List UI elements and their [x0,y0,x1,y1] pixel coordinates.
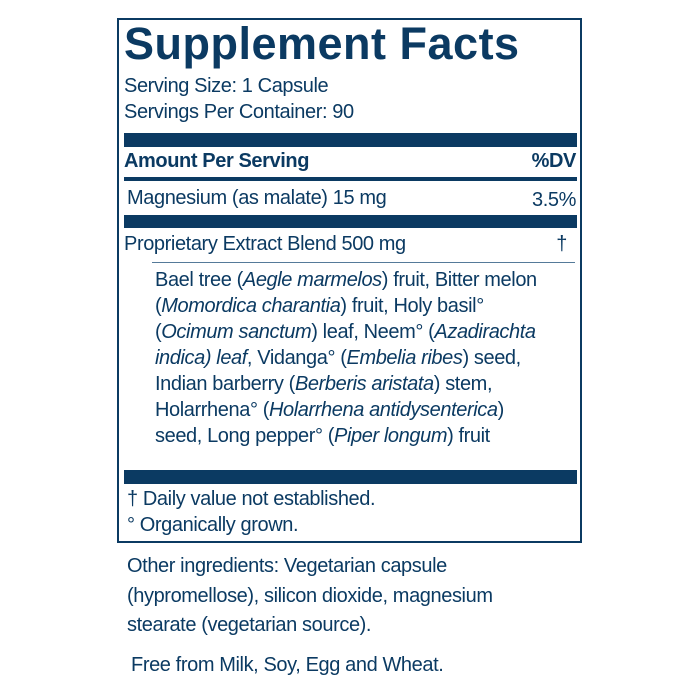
panel-title: Supplement Facts [124,18,520,69]
dv-header: %DV [531,150,577,172]
blend-dv: † [556,233,567,255]
servings-per-container: Servings Per Container: 90 [124,101,354,123]
botanical-name: Piper longum [334,425,448,447]
divider [124,177,577,181]
ingredient-text: , Vidanga° ( [246,347,347,369]
botanical-name: Momordica charantia [161,295,341,317]
other-ingredients-line: stearate (vegetarian source). [127,614,372,636]
ingredient-line: indica) leaf, Vidanga° (Embelia ribes) s… [155,345,537,371]
ingredient-line: Bael tree (Aegle marmelos) fruit, Bitter… [155,267,537,293]
botanical-name: Embelia ribes [346,347,463,369]
other-ingredients-line: (hypromellose), silicon dioxide, magnesi… [127,585,493,607]
other-ingredients-line: Other ingredients: Vegetarian capsule [127,555,447,577]
ingredient-text: ) fruit, Holy basil° [340,295,484,317]
divider [152,262,575,263]
nutrient-dv: 3.5% [532,189,576,211]
ingredient-text: ) leaf, Neem° ( [311,321,435,343]
ingredient-text: ) fruit [447,425,490,447]
ingredient-text: ( [155,321,162,343]
footnote-organic: ° Organically grown. [127,514,299,536]
ingredient-text: Holarrhena° ( [155,399,269,421]
amount-per-serving-header: Amount Per Serving [124,150,310,172]
serving-size: Serving Size: 1 Capsule [124,75,329,97]
ingredient-text: seed, Long pepper° ( [155,425,335,447]
botanical-name: Aegle marmelos [242,269,382,291]
ingredient-text: ) seed, [462,347,521,369]
blend-ingredients: Bael tree (Aegle marmelos) fruit, Bitter… [155,267,537,449]
allergen-statement: Free from Milk, Soy, Egg and Wheat. [131,654,444,676]
ingredient-text: ) fruit, Bitter melon [381,269,537,291]
blend-name: Proprietary Extract Blend 500 mg [124,233,406,255]
botanical-name: Berberis aristata [294,373,434,395]
thick-divider [124,470,577,484]
nutrient-name: Magnesium (as malate) 15 mg [127,187,387,209]
ingredient-line: Indian barberry (Berberis aristata) stem… [155,371,537,397]
ingredient-text: Indian barberry ( [155,373,295,395]
ingredient-line: seed, Long pepper° (Piper longum) fruit [155,423,537,449]
ingredient-text: Bael tree ( [155,269,243,291]
footnote-dagger: † Daily value not established. [127,488,376,510]
thick-divider [124,133,577,147]
supplement-facts-panel [117,18,582,543]
ingredient-line: (Ocimum sanctum) leaf, Neem° (Azadiracht… [155,319,537,345]
botanical-name: Azadirachta [434,321,536,343]
ingredient-line: (Momordica charantia) fruit, Holy basil° [155,293,537,319]
ingredient-line: Holarrhena° (Holarrhena antidysenterica) [155,397,537,423]
ingredient-text: ) stem, [433,373,493,395]
botanical-name: Ocimum sanctum [161,321,312,343]
botanical-name: indica) leaf [155,347,247,369]
thick-divider [124,215,577,228]
ingredient-text: ) [497,399,505,421]
ingredient-text: ( [155,295,162,317]
botanical-name: Holarrhena antidysenterica [268,399,498,421]
